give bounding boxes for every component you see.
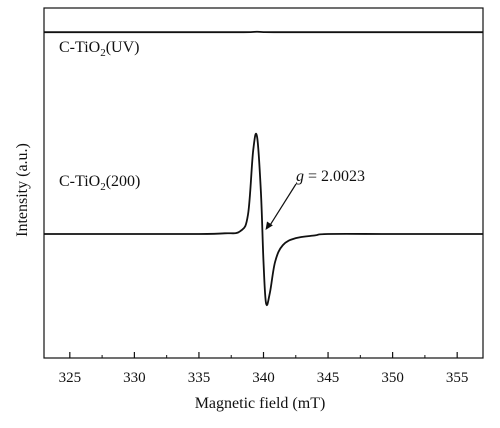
y-axis-label: Intensity (a.u.) [14, 143, 31, 237]
x-tick-label: 340 [252, 370, 275, 386]
series-lines [44, 30, 483, 307]
x-tick-label: 325 [59, 370, 82, 386]
series-line-200 [44, 132, 483, 307]
g-factor-annotation: g = 2.0023 [296, 168, 365, 185]
x-tick-label: 335 [188, 370, 211, 386]
x-tick-label: 330 [123, 370, 146, 386]
x-axis-ticks: 325 330 335 340 345 350 355 [59, 352, 469, 386]
x-tick-label: 345 [317, 370, 340, 386]
annotation-arrow-line [268, 183, 297, 227]
x-tick-label: 355 [446, 370, 469, 386]
series-labels: C-TiO2(UV) C-TiO2(200) [59, 39, 140, 193]
annotation-arrow-head [265, 221, 273, 231]
series-label-200: C-TiO2(200) [59, 173, 140, 193]
series-label-uv: C-TiO2(UV) [59, 39, 139, 59]
x-axis-label: Magnetic field (mT) [195, 395, 326, 412]
annotation-layer: g = 2.0023 [265, 168, 365, 231]
x-tick-label: 350 [381, 370, 404, 386]
